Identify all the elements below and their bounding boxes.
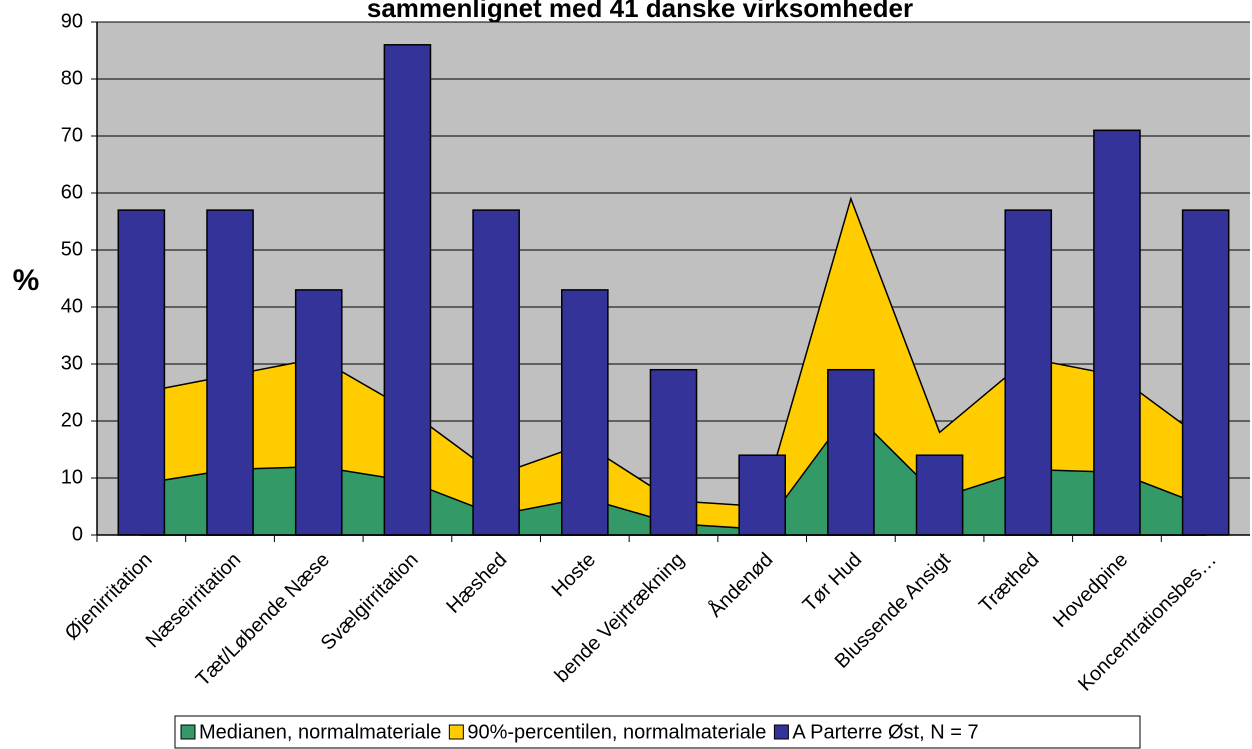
- y-tick-label: 70: [61, 124, 83, 146]
- legend-label: 90%-percentilen, normalmateriale: [467, 721, 766, 743]
- x-tick-label: Træthed: [975, 549, 1043, 617]
- y-tick-label: 90: [61, 10, 83, 32]
- legend-swatch: [448, 724, 464, 740]
- bar: [1093, 129, 1141, 536]
- y-tick-label: 10: [61, 466, 83, 488]
- legend-swatch: [773, 724, 789, 740]
- y-tick-label: 50: [61, 238, 83, 260]
- x-tick-label: Øjenirritation: [61, 549, 157, 645]
- x-tick-label: Åndenød: [704, 548, 778, 622]
- x-tick-label: Hæshed: [442, 549, 511, 618]
- bar: [827, 368, 875, 536]
- legend: Medianen, normalmateriale 90%-percentilen…: [174, 715, 1141, 749]
- bar: [117, 209, 166, 536]
- bar: [1181, 209, 1230, 536]
- bar: [915, 454, 964, 536]
- y-tick-label: 40: [61, 295, 83, 317]
- bar: [472, 209, 520, 536]
- bar: [294, 289, 343, 536]
- bar: [649, 368, 698, 536]
- y-tick-label: 20: [61, 409, 83, 431]
- legend-label: A Parterre Øst, N = 7: [792, 721, 978, 743]
- y-tick-label: 30: [61, 352, 83, 374]
- x-tick-label: Hovedpine: [1049, 549, 1132, 632]
- bar: [383, 44, 432, 536]
- legend-box: [174, 715, 1141, 749]
- bar: [206, 209, 254, 536]
- x-tick-label: Hoste: [548, 549, 601, 602]
- legend-label: Medianen, normalmateriale: [199, 721, 441, 743]
- legend-swatch: [180, 724, 196, 740]
- bar: [738, 454, 787, 536]
- bar: [560, 289, 609, 536]
- x-tick-label: Tør Hud: [799, 549, 866, 616]
- y-axis-label: %: [13, 264, 40, 297]
- y-tick-label: 0: [72, 523, 83, 545]
- y-tick-label: 60: [61, 181, 83, 203]
- y-tick-label: 80: [61, 67, 83, 89]
- chart-title: sammenlignet med 41 danske virksomheder: [367, 0, 913, 23]
- bar: [1004, 209, 1053, 536]
